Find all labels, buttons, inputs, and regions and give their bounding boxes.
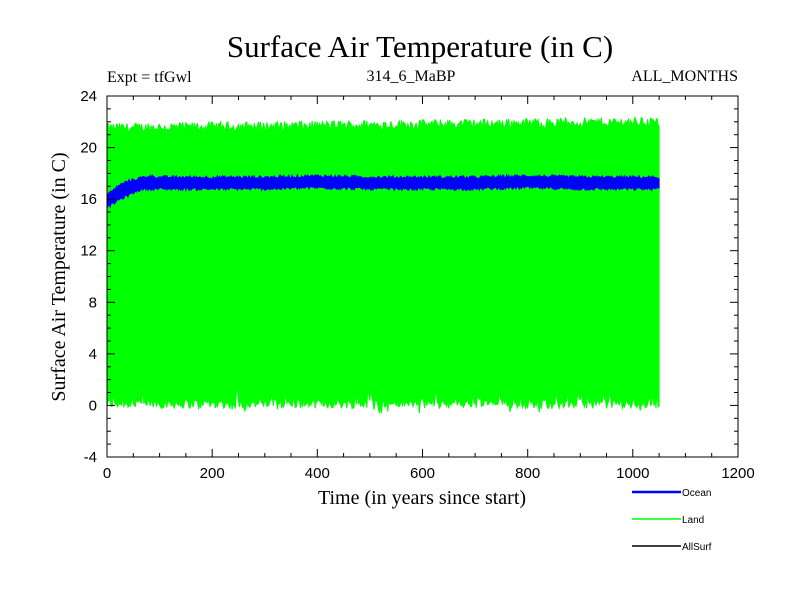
y-tick-label: -4 xyxy=(84,449,97,466)
legend-label-allsurf: AllSurf xyxy=(682,542,712,553)
y-tick-label: 0 xyxy=(89,397,97,414)
chart-title: Surface Air Temperature (in C) xyxy=(227,29,613,64)
legend: Ocean Land AllSurf xyxy=(632,488,712,553)
land-series xyxy=(106,115,660,414)
plot-area xyxy=(106,115,660,414)
y-tick-label: 8 xyxy=(89,294,97,311)
y-tick-label: 24 xyxy=(80,88,97,105)
y-tick-label: 20 xyxy=(80,140,97,157)
y-tick-label: 16 xyxy=(80,191,97,208)
y-tick-label: 12 xyxy=(80,243,97,260)
y-tick-label: 4 xyxy=(89,346,97,363)
x-tick-label: 800 xyxy=(515,465,540,482)
x-tick-label: 400 xyxy=(305,465,330,482)
experiment-label: Expt = tfGwl xyxy=(107,69,192,86)
legend-label-land: Land xyxy=(682,515,704,526)
months-label: ALL_MONTHS xyxy=(631,68,738,85)
axes: 0 200 400 600 800 1000 1200 -4 0 4 8 12 16 20 24 xyxy=(80,88,754,482)
ocean-series xyxy=(106,173,660,209)
x-tick-label: 0 xyxy=(103,465,111,482)
x-tick-label: 1000 xyxy=(616,465,649,482)
run-label: 314_6_MaBP xyxy=(367,68,456,85)
legend-label-ocean: Ocean xyxy=(682,488,711,499)
x-tick-label: 1200 xyxy=(721,465,754,482)
x-axis-label: Time (in years since start) xyxy=(318,487,526,509)
y-axis-label: Surface Air Temperature (in C) xyxy=(48,152,70,401)
x-tick-label: 200 xyxy=(200,465,225,482)
x-tick-label: 600 xyxy=(410,465,435,482)
